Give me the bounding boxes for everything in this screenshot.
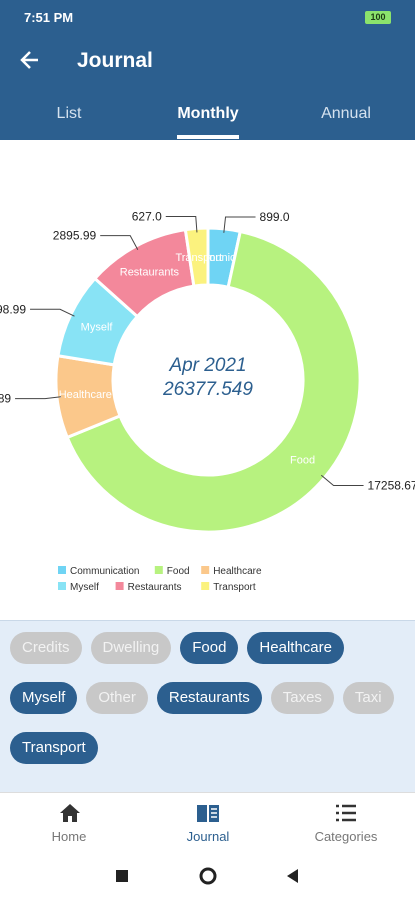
- nav-label[interactable]: Categories: [314, 829, 378, 844]
- leader-line: [223, 216, 256, 233]
- categories-icon[interactable]: [335, 804, 357, 822]
- slice-label: Healthcare: [59, 389, 112, 401]
- recents-button[interactable]: [116, 870, 128, 882]
- bottom-nav: Home Journal Categories: [0, 792, 415, 860]
- leader-line: [100, 235, 139, 250]
- legend-swatch: [115, 582, 124, 590]
- leader-line: [165, 215, 198, 233]
- legend-label: Food: [167, 566, 190, 577]
- slice-label: Food: [290, 454, 315, 466]
- legend-label: Transport: [213, 582, 256, 593]
- value-label: 2895.99: [53, 229, 97, 243]
- legend-swatch: [58, 582, 66, 590]
- leader-line: [320, 474, 364, 487]
- center-value: 26377.549: [162, 379, 253, 400]
- category-chip[interactable]: Restaurants: [156, 682, 262, 714]
- category-chip[interactable]: Dwelling: [90, 632, 172, 664]
- tab[interactable]: Monthly: [177, 105, 239, 122]
- legend-swatch: [58, 566, 66, 574]
- donut-slice: [65, 229, 362, 534]
- nav-label[interactable]: Home: [51, 829, 87, 844]
- home-icon[interactable]: [59, 803, 81, 823]
- slice-label: Myself: [81, 322, 114, 334]
- slice-label: Restaurants: [120, 266, 180, 278]
- category-chip[interactable]: Transport: [10, 732, 98, 764]
- slice-label: Transport: [175, 252, 222, 264]
- category-chip[interactable]: Credits: [10, 632, 82, 664]
- tab[interactable]: List: [56, 105, 82, 122]
- leader-line: [30, 308, 75, 317]
- nav-label[interactable]: Journal: [186, 829, 230, 844]
- legend-swatch: [201, 582, 210, 590]
- value-label: 899.0: [260, 210, 290, 224]
- status-time: 7:51 PM: [24, 10, 74, 25]
- category-chip[interactable]: Healthcare: [247, 632, 344, 664]
- value-label: 2297.89: [0, 392, 11, 406]
- value-label: 17258.679: [368, 479, 415, 493]
- category-chip[interactable]: Myself: [10, 682, 78, 714]
- category-chip[interactable]: Other: [86, 682, 148, 714]
- center-title: Apr 2021: [168, 355, 246, 376]
- legend-swatch: [154, 566, 163, 574]
- app-bar: 7:51 PM 100 Journal List Monthly Annual: [0, 0, 415, 140]
- back-button[interactable]: [18, 48, 44, 72]
- value-label: 627.0: [132, 209, 162, 223]
- journal-icon[interactable]: [196, 803, 220, 823]
- legend-label: Myself: [70, 582, 99, 593]
- tab-indicator: [177, 135, 239, 139]
- category-chip[interactable]: Taxi: [342, 682, 394, 714]
- donut-chart: Apr 2021 26377.549 Communication 899.0 Foo…: [0, 209, 415, 593]
- filter-chips: Credits Dwelling Food Healthcare Myself Other…: [0, 620, 415, 792]
- legend-swatch: [201, 566, 210, 574]
- legend-label: Restaurants: [128, 582, 182, 593]
- screen-title: Journal: [77, 49, 153, 72]
- category-chip[interactable]: Food: [180, 632, 239, 664]
- battery: 100: [365, 11, 391, 24]
- legend-label: Healthcare: [213, 566, 262, 577]
- system-nav: [0, 860, 415, 900]
- back-system-button[interactable]: [287, 869, 298, 883]
- legend-label: Communication: [70, 566, 139, 577]
- category-chip[interactable]: Taxes: [270, 682, 334, 714]
- donut-slice: [183, 226, 210, 288]
- value-label: 2398.99: [0, 302, 26, 316]
- tab[interactable]: Annual: [321, 105, 371, 122]
- home-button[interactable]: [199, 867, 217, 885]
- leader-line: [15, 396, 62, 400]
